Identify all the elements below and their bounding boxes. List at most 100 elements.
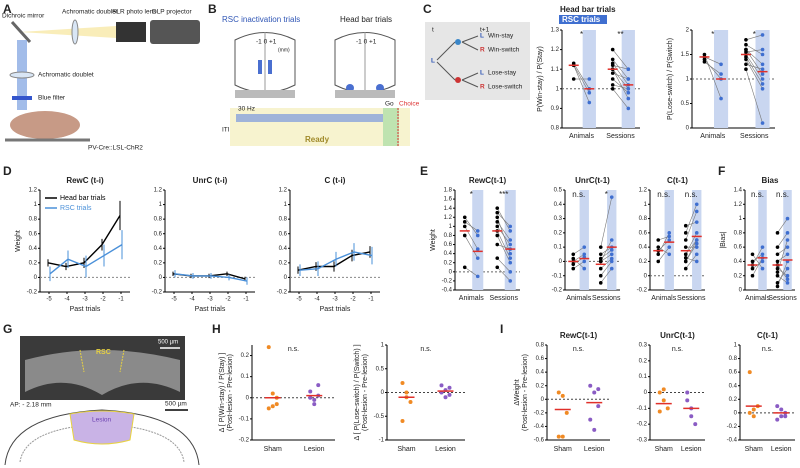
pair-line — [777, 254, 788, 262]
dot — [683, 266, 688, 271]
dot — [610, 87, 615, 91]
panel-c-diagram: t t+1 L L R L R Win-stay Win-switch Lose… — [425, 22, 530, 100]
pair-line — [704, 54, 722, 99]
y-tick-label: 0 — [381, 390, 385, 396]
dot — [760, 121, 765, 125]
dot — [598, 256, 603, 261]
y-tick-label: 1.6 — [444, 197, 453, 203]
x-tick-label: -5 — [296, 297, 302, 303]
dot — [785, 245, 790, 249]
dot — [587, 100, 592, 105]
legend-label: Head bar trials — [560, 5, 616, 14]
dot — [556, 434, 561, 439]
dot — [626, 90, 631, 95]
dot — [657, 390, 662, 395]
pair-line — [497, 267, 511, 282]
x-tick-label: -5 — [46, 297, 52, 303]
dot — [760, 259, 765, 264]
dot — [744, 62, 748, 67]
chart-title: RewC(t-1) — [560, 331, 598, 340]
y-tick-label: 1 — [34, 202, 38, 208]
dot — [775, 259, 780, 264]
y-tick-label: 0.2 — [154, 260, 163, 266]
pair-line — [464, 226, 479, 250]
dot — [610, 61, 615, 66]
dot — [588, 383, 593, 388]
x-tick-label: Sessions — [740, 133, 769, 140]
dot — [719, 72, 723, 76]
x-tick-label: Sham — [264, 446, 282, 453]
dot — [694, 259, 699, 264]
dot — [400, 419, 405, 423]
panel-letter: E — [420, 164, 428, 178]
y-axis-label: |Bias| — [720, 231, 727, 248]
pair-line — [497, 212, 511, 227]
dot — [316, 383, 321, 388]
pair-line — [777, 275, 788, 284]
pair-line — [612, 88, 629, 109]
pair-line — [685, 243, 698, 262]
dot — [775, 281, 780, 285]
x-tick-label: -1 — [243, 297, 249, 303]
x-tick-label: -2 — [100, 297, 106, 303]
y-tick-label: 0 — [644, 390, 648, 396]
y-tick-label: -0.2 — [442, 278, 453, 284]
significance: n.s. — [288, 346, 299, 353]
dot — [760, 33, 765, 37]
dot — [443, 395, 448, 400]
dot — [656, 259, 661, 264]
projector — [150, 20, 200, 44]
y-tick-label: 1.4 — [734, 188, 743, 194]
dot — [751, 414, 756, 419]
x-tick-label: Animals — [566, 295, 591, 302]
dot — [760, 245, 765, 249]
y-tick-label: 1 — [739, 216, 743, 222]
panel-letter: G — [3, 322, 12, 336]
significance: n.s. — [672, 346, 683, 353]
go-window — [383, 108, 399, 146]
y-tick-label: 0.8 — [154, 217, 163, 223]
pair-line — [496, 235, 511, 263]
pair-line — [573, 246, 585, 255]
dot — [626, 106, 631, 111]
pair-line — [745, 44, 763, 55]
y-tick-label: 0.1 — [554, 245, 563, 251]
dot — [683, 256, 688, 260]
dot — [495, 242, 500, 247]
pair-line — [600, 249, 612, 259]
y-tick-label: 0.2 — [639, 358, 648, 364]
dot — [694, 209, 699, 214]
dot — [694, 202, 699, 207]
pair-line — [777, 239, 788, 273]
y-tick-label: 0 — [739, 288, 743, 294]
label: Go — [385, 101, 394, 108]
pair-line — [685, 221, 697, 226]
label: R — [480, 84, 485, 91]
y-tick-label: 0 — [644, 273, 648, 279]
dot — [760, 266, 765, 271]
panel-letters: A B C D E F G H I — [3, 2, 725, 336]
pair-line — [464, 235, 479, 259]
label: 30 Hz — [238, 106, 255, 113]
chart-title: UnrC (t-i) — [193, 176, 228, 185]
panel-letter: H — [212, 322, 221, 336]
dot — [694, 241, 699, 246]
x-tick-label: -1 — [118, 297, 124, 303]
dot — [582, 252, 587, 257]
y-axis-label: P(Lose-switch) / P(Switch) — [667, 38, 674, 120]
laser-bar — [236, 114, 386, 122]
dot — [312, 397, 317, 402]
dot — [609, 256, 614, 261]
condition-shade — [472, 190, 484, 290]
y-tick-label: -0.2 — [552, 288, 563, 294]
dot — [760, 82, 765, 86]
head-bar — [235, 90, 295, 98]
dot — [447, 385, 452, 390]
title: Head bar trials — [340, 15, 392, 24]
significance: * — [711, 30, 714, 39]
pair-line — [777, 246, 788, 255]
y-tick-label: -0.1 — [552, 273, 563, 279]
legend-label: RSC trials — [60, 205, 92, 212]
pair-line — [685, 254, 697, 269]
pair-line — [685, 211, 698, 241]
